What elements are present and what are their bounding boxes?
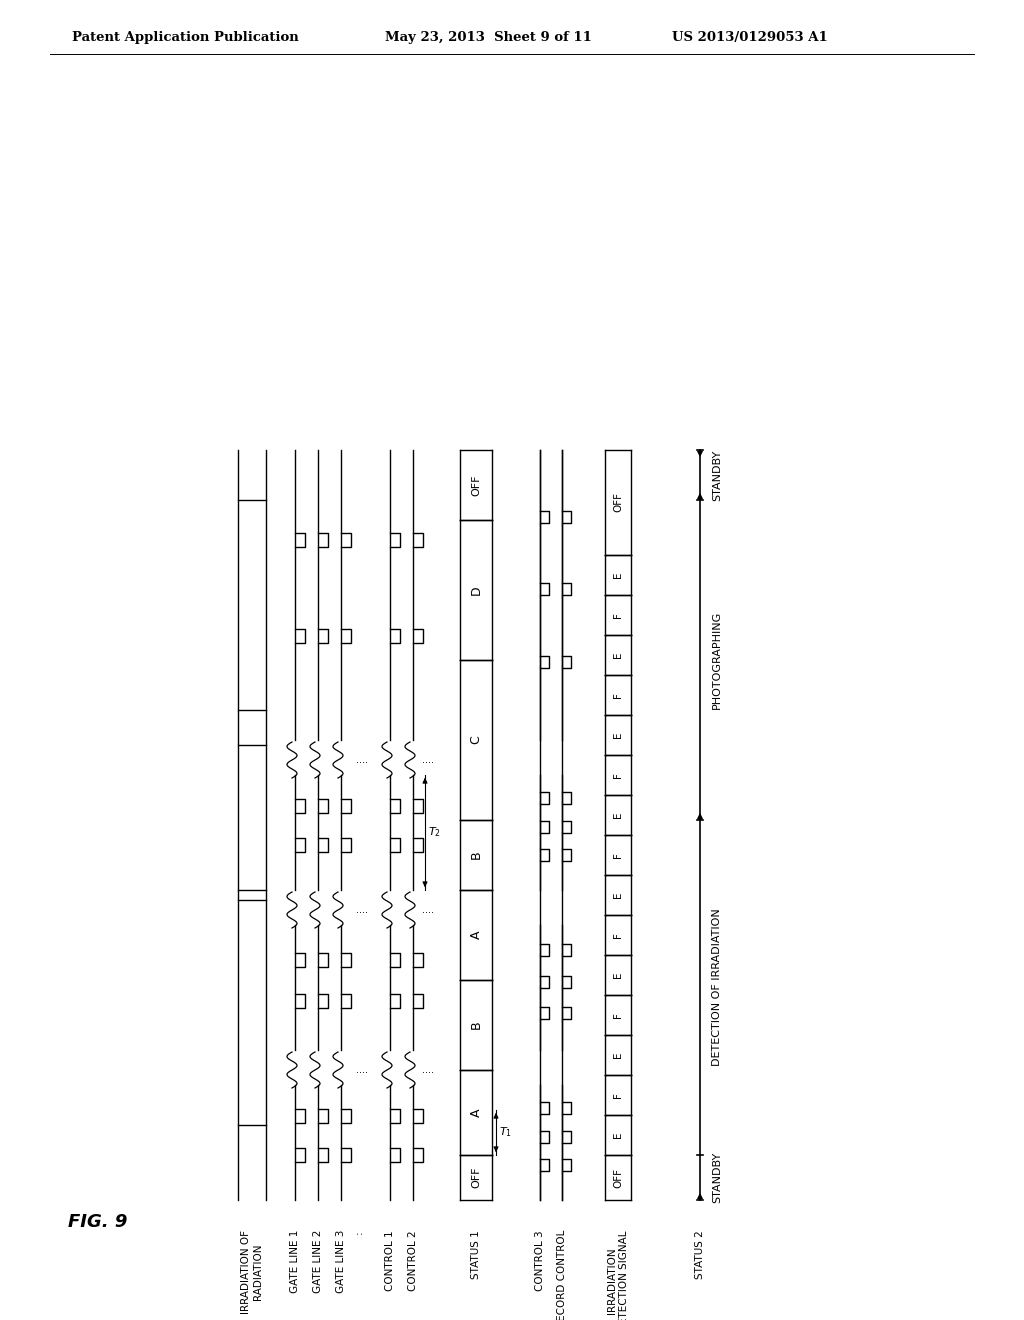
Text: CONTROL 2: CONTROL 2 <box>408 1230 418 1291</box>
Text: B: B <box>469 850 482 859</box>
Text: US 2013/0129053 A1: US 2013/0129053 A1 <box>672 32 827 45</box>
Text: IRRADIATION
DETECTION SIGNAL: IRRADIATION DETECTION SIGNAL <box>607 1230 629 1320</box>
Text: E: E <box>613 892 623 898</box>
Text: May 23, 2013  Sheet 9 of 11: May 23, 2013 Sheet 9 of 11 <box>385 32 592 45</box>
Text: E: E <box>613 812 623 818</box>
Text: $T_1$: $T_1$ <box>499 1126 512 1139</box>
Text: OFF: OFF <box>471 1167 481 1188</box>
Text: F: F <box>613 692 623 698</box>
Text: B: B <box>469 1020 482 1030</box>
Text: A: A <box>469 1109 482 1117</box>
Text: F: F <box>613 932 623 939</box>
Text: E: E <box>613 652 623 659</box>
Text: OFF: OFF <box>613 1167 623 1188</box>
Text: DETECTION OF IRRADIATION: DETECTION OF IRRADIATION <box>712 908 722 1067</box>
Text: FIG. 9: FIG. 9 <box>68 1213 127 1232</box>
Text: ....: .... <box>422 906 434 915</box>
Text: F: F <box>613 772 623 777</box>
Text: $T_2$: $T_2$ <box>428 825 441 840</box>
Text: GATE LINE 1: GATE LINE 1 <box>290 1230 300 1294</box>
Text: E: E <box>613 731 623 738</box>
Text: STANDBY: STANDBY <box>712 449 722 500</box>
Text: E: E <box>613 572 623 578</box>
Text: D: D <box>469 585 482 595</box>
Text: STATUS 1: STATUS 1 <box>471 1230 481 1279</box>
Text: ....: .... <box>422 755 434 766</box>
Text: E: E <box>613 1052 623 1059</box>
Text: Patent Application Publication: Patent Application Publication <box>72 32 299 45</box>
Text: CONTROL 3: CONTROL 3 <box>535 1230 545 1291</box>
Text: GATE LINE 2: GATE LINE 2 <box>313 1230 323 1294</box>
Text: OFF: OFF <box>613 492 623 512</box>
Text: A: A <box>469 931 482 940</box>
Text: STANDBY: STANDBY <box>712 1152 722 1203</box>
Text: GATE LINE 3: GATE LINE 3 <box>336 1230 346 1294</box>
Text: C: C <box>469 735 482 744</box>
Text: F: F <box>613 1092 623 1098</box>
Text: F: F <box>613 612 623 618</box>
Text: F: F <box>613 853 623 858</box>
Text: ....: .... <box>356 1065 368 1074</box>
Text: OFF: OFF <box>471 474 481 496</box>
Text: IRRADIATION OF
RADIATION: IRRADIATION OF RADIATION <box>242 1230 263 1313</box>
Text: PHOTOGRAPHING: PHOTOGRAPHING <box>712 611 722 709</box>
Text: CONTROL 1: CONTROL 1 <box>385 1230 395 1291</box>
Text: F: F <box>613 1012 623 1018</box>
Text: :: : <box>354 1230 364 1234</box>
Text: ....: .... <box>356 906 368 915</box>
Text: ....: .... <box>422 1065 434 1074</box>
Text: E: E <box>613 972 623 978</box>
Text: RECORD CONTROL: RECORD CONTROL <box>557 1230 567 1320</box>
Text: STATUS 2: STATUS 2 <box>695 1230 705 1279</box>
Text: ....: .... <box>356 755 368 766</box>
Text: E: E <box>613 1131 623 1138</box>
